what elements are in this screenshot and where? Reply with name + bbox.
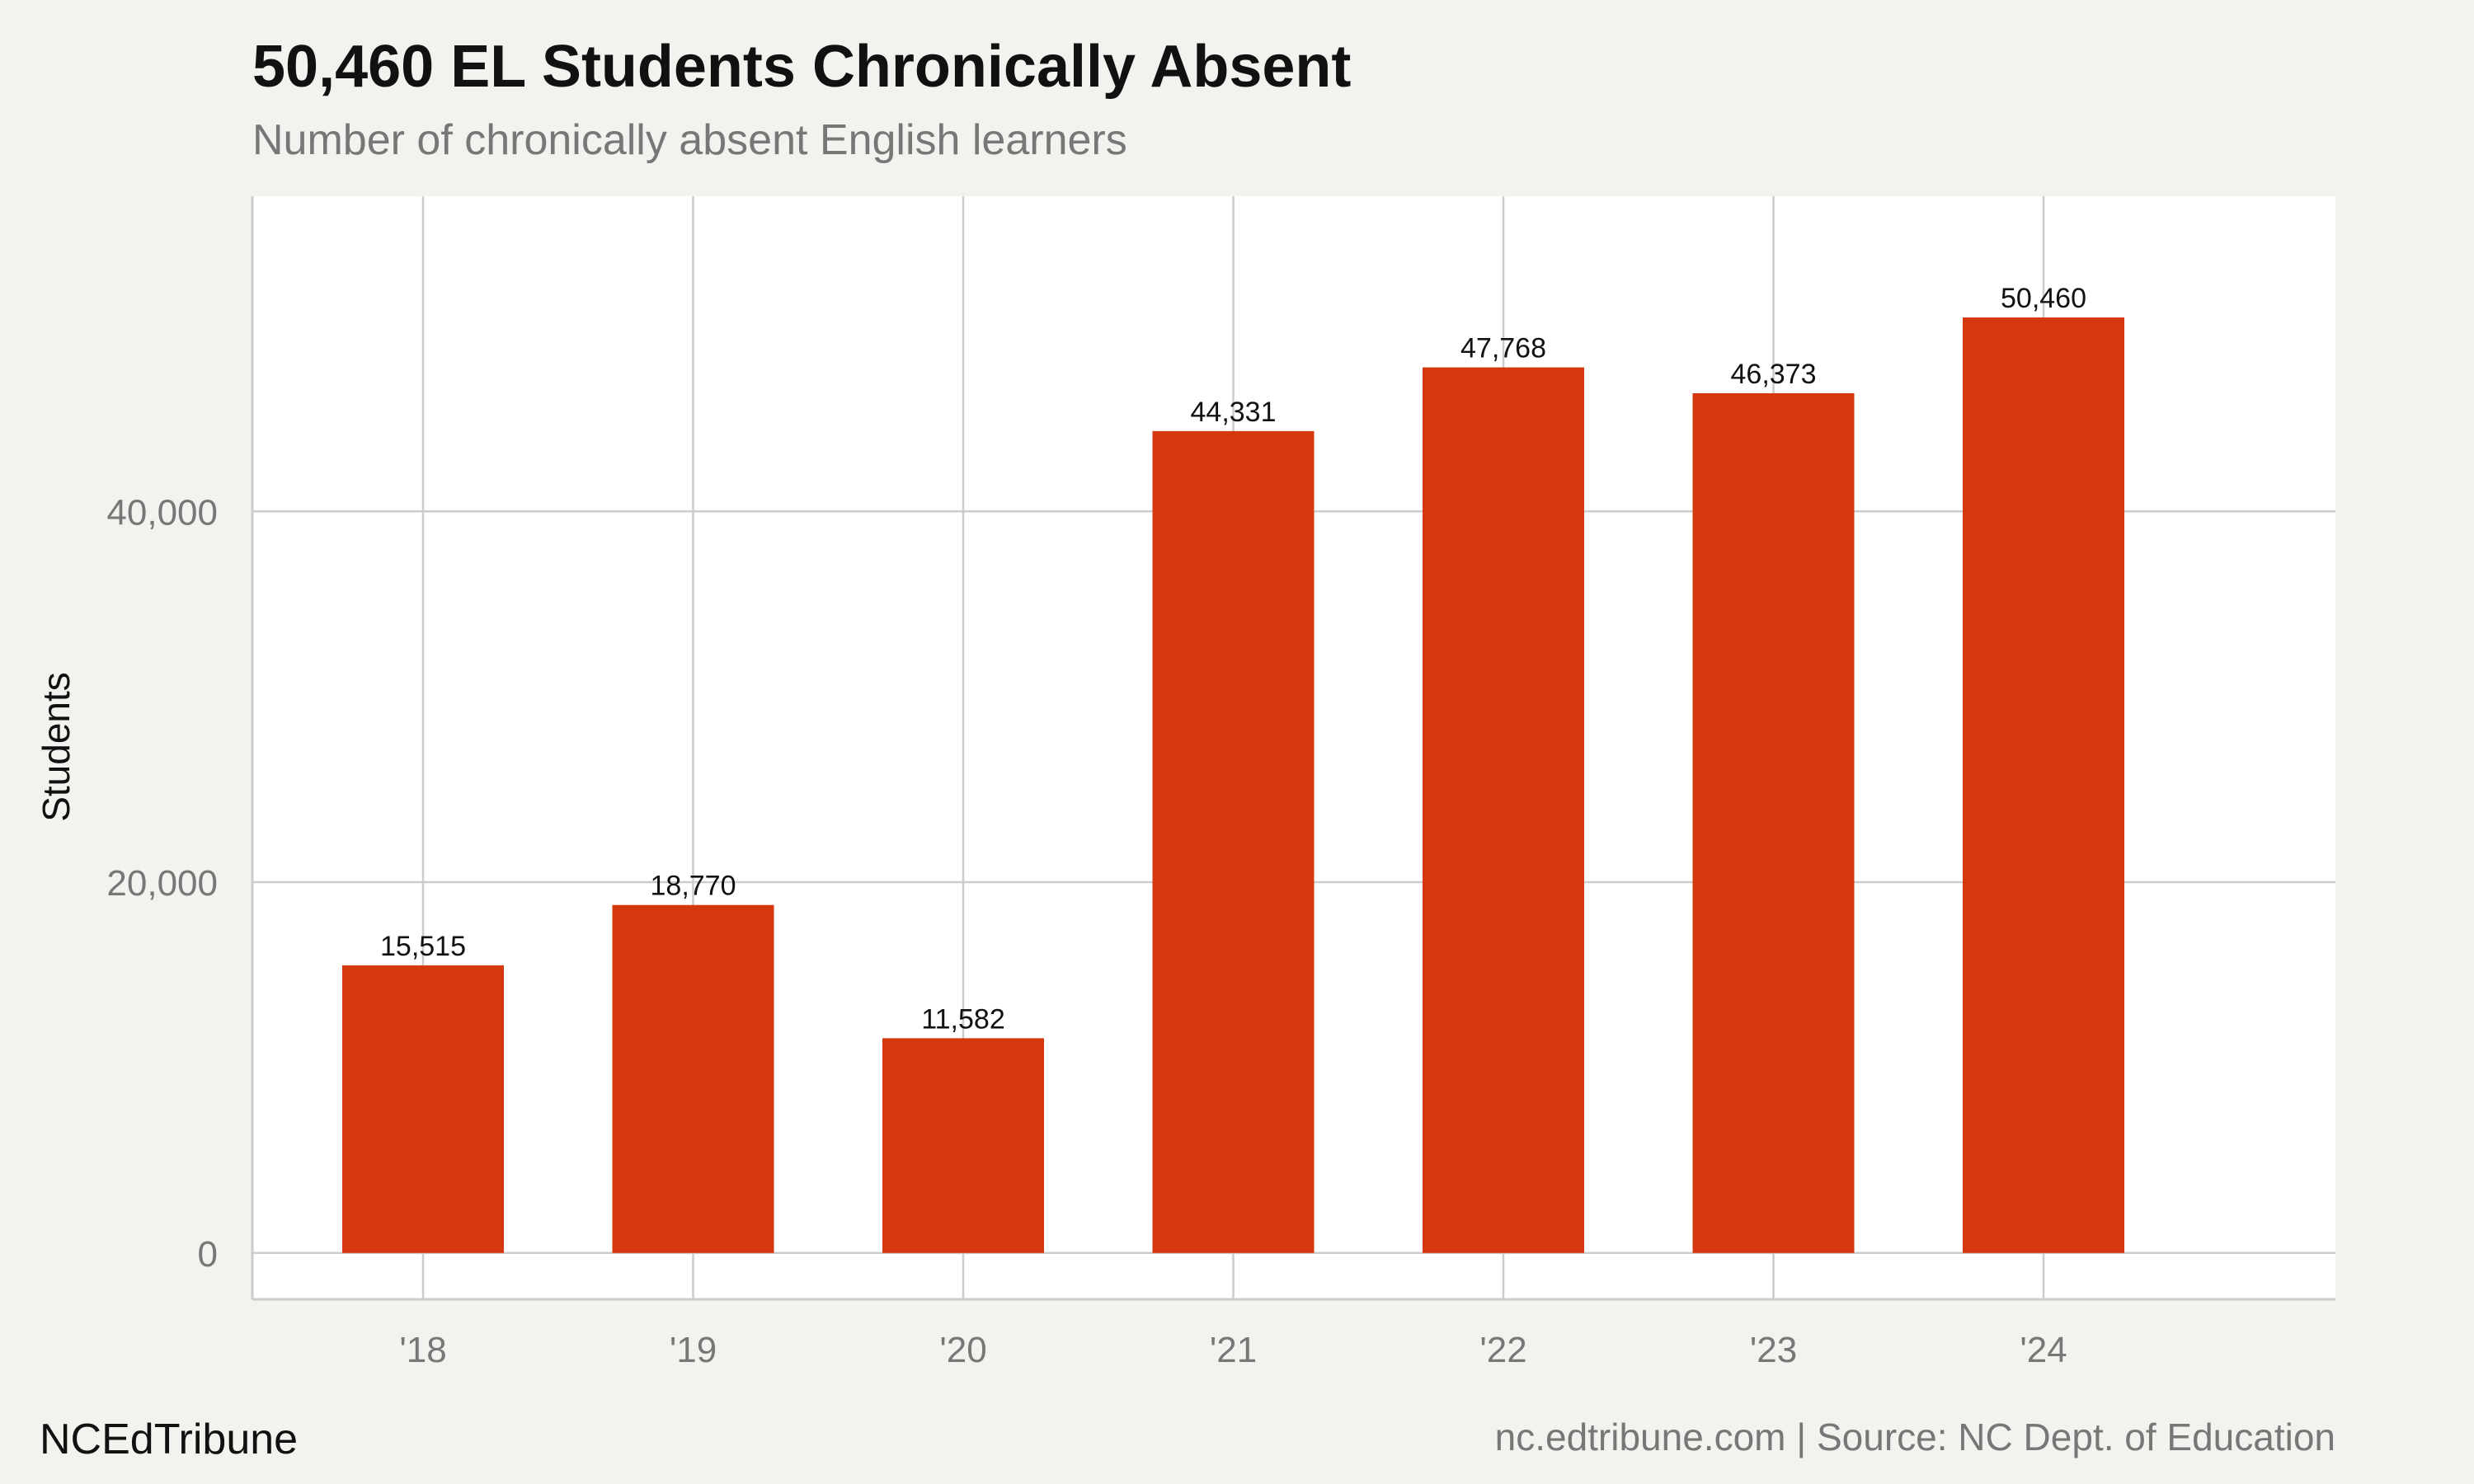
data-label-5: 46,373 <box>1731 359 1817 390</box>
x-tick-label: '19 <box>670 1330 717 1370</box>
x-tick-label: '21 <box>1210 1330 1257 1370</box>
x-tick-label: '23 <box>1750 1330 1797 1370</box>
source-credit: nc.edtribune.com | Source: NC Dept. of E… <box>1494 1416 2335 1458</box>
y-tick-label: 40,000 <box>106 492 218 533</box>
chart-subtitle: Number of chronically absent English lea… <box>252 116 1127 164</box>
x-tick-label: '22 <box>1479 1330 1526 1370</box>
data-label-3: 44,331 <box>1191 397 1277 428</box>
x-tick-label: '20 <box>939 1330 986 1370</box>
data-label-0: 15,515 <box>380 931 466 962</box>
bar-4 <box>1423 367 1584 1253</box>
data-label-4: 47,768 <box>1460 333 1546 364</box>
bar-3 <box>1152 430 1315 1253</box>
y-axis-title: Students <box>35 672 78 822</box>
brand-label: NCEdTribune <box>40 1416 299 1463</box>
x-tick-label: '18 <box>399 1330 446 1370</box>
data-label-6: 50,460 <box>2001 283 2086 314</box>
bar-6 <box>1963 317 2124 1253</box>
bar-2 <box>882 1038 1044 1253</box>
bar-0 <box>342 965 504 1253</box>
x-tick-label: '24 <box>2020 1330 2067 1370</box>
chart-title: 50,460 EL Students Chronically Absent <box>252 34 1352 100</box>
data-label-2: 11,582 <box>921 1003 1004 1035</box>
data-label-1: 18,770 <box>651 871 736 902</box>
y-tick-label: 0 <box>198 1234 218 1275</box>
y-tick-label: 20,000 <box>106 863 218 904</box>
bar-1 <box>612 904 774 1253</box>
bar-5 <box>1692 392 1855 1253</box>
